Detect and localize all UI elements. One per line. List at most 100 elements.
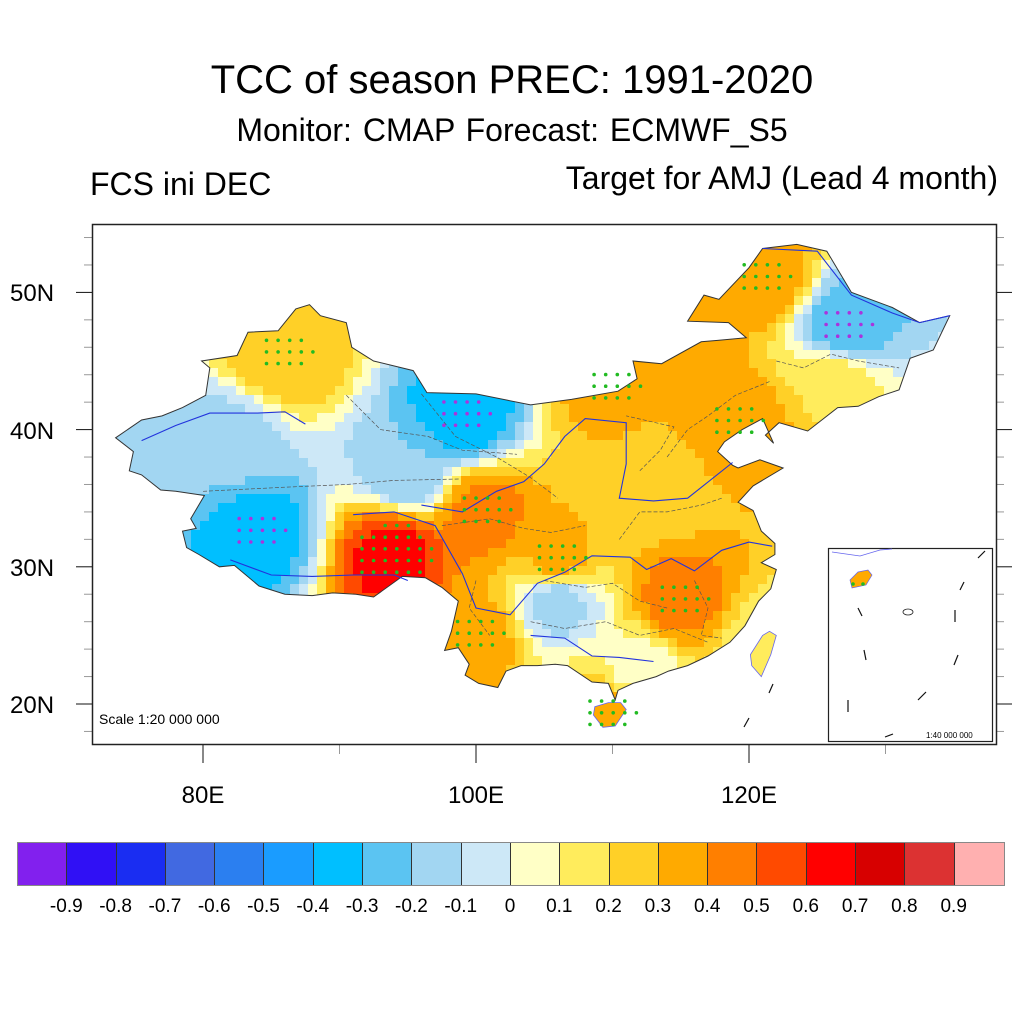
field-cell — [650, 404, 660, 414]
field-cell — [506, 503, 516, 513]
field-cell — [146, 449, 156, 459]
field-cell — [416, 638, 426, 648]
field-cell — [425, 629, 435, 639]
field-cell — [731, 530, 741, 540]
field-cell — [902, 404, 912, 414]
field-cell — [497, 296, 507, 306]
field-cell — [722, 521, 732, 531]
field-cell — [704, 458, 714, 468]
field-cell — [641, 647, 651, 657]
field-cell — [281, 647, 291, 657]
field-cell — [290, 548, 300, 558]
field-cell — [587, 287, 597, 297]
field-cell — [326, 413, 336, 423]
field-cell — [191, 530, 201, 540]
field-cell — [785, 566, 795, 576]
field-cell — [191, 575, 201, 585]
field-cell — [650, 377, 660, 387]
field-cell — [686, 458, 696, 468]
field-cell — [641, 314, 651, 324]
field-cell — [263, 305, 273, 315]
field-cell — [650, 629, 660, 639]
field-cell — [668, 395, 678, 405]
field-cell — [866, 224, 876, 234]
field-cell — [569, 422, 579, 432]
field-cell — [92, 332, 102, 342]
field-cell — [371, 602, 381, 612]
field-cell — [209, 431, 219, 441]
field-cell — [488, 530, 498, 540]
field-cell — [227, 323, 237, 333]
field-cell — [353, 287, 363, 297]
field-cell — [272, 620, 282, 630]
field-cell — [686, 404, 696, 414]
field-cell — [965, 530, 975, 540]
field-cell — [533, 359, 543, 369]
field-cell — [947, 350, 950, 360]
field-cell — [686, 449, 696, 459]
field-cell — [506, 575, 516, 585]
field-cell — [497, 548, 507, 558]
field-cell — [983, 422, 993, 432]
field-cell — [884, 467, 894, 477]
field-cell — [650, 503, 660, 513]
field-cell — [128, 359, 138, 369]
field-cell — [632, 485, 642, 495]
field-cell — [911, 269, 921, 279]
field-cell — [938, 341, 948, 351]
field-cell — [344, 611, 354, 621]
field-cell — [911, 485, 921, 495]
field-cell — [317, 404, 327, 414]
field-cell — [686, 395, 696, 405]
field-cell — [578, 233, 588, 243]
field-cell — [326, 449, 336, 459]
field-cell — [218, 278, 228, 288]
field-cell — [470, 620, 480, 630]
field-cell — [983, 377, 993, 387]
field-cell — [686, 359, 696, 369]
field-cell — [263, 503, 273, 513]
field-cell — [524, 377, 534, 387]
field-cell — [659, 494, 669, 504]
field-cell — [115, 341, 120, 351]
field-cell — [164, 260, 174, 270]
field-cell — [920, 332, 930, 342]
field-cell — [938, 422, 948, 432]
field-cell — [875, 260, 885, 270]
field-cell — [344, 305, 354, 315]
field-cell — [812, 323, 822, 333]
field-cell — [434, 233, 444, 243]
field-cell — [704, 413, 714, 423]
field-cell — [389, 350, 399, 360]
field-cell — [515, 287, 525, 297]
field-cell — [848, 359, 858, 369]
field-cell — [182, 278, 192, 288]
field-cell — [227, 395, 237, 405]
field-cell — [407, 548, 417, 558]
field-cell — [326, 377, 336, 387]
field-cell — [695, 341, 705, 351]
field-cell — [434, 377, 444, 387]
field-cell — [371, 422, 381, 432]
field-cell — [191, 557, 201, 567]
field-cell — [749, 224, 759, 234]
field-cell — [605, 494, 615, 504]
field-cell — [605, 305, 615, 315]
field-cell — [155, 395, 165, 405]
field-cell — [344, 512, 354, 522]
field-cell — [335, 494, 345, 504]
field-cell — [911, 323, 921, 333]
field-cell — [758, 530, 768, 540]
field-cell — [497, 440, 507, 450]
field-cell — [506, 413, 516, 423]
field-cell — [326, 341, 336, 351]
field-cell — [290, 530, 300, 540]
field-cell — [137, 422, 147, 432]
field-cell — [182, 656, 192, 666]
field-cell — [443, 530, 453, 540]
field-cell — [542, 548, 552, 558]
field-cell — [362, 305, 372, 315]
field-cell — [191, 620, 201, 630]
field-cell — [245, 521, 255, 531]
field-cell — [434, 512, 444, 522]
